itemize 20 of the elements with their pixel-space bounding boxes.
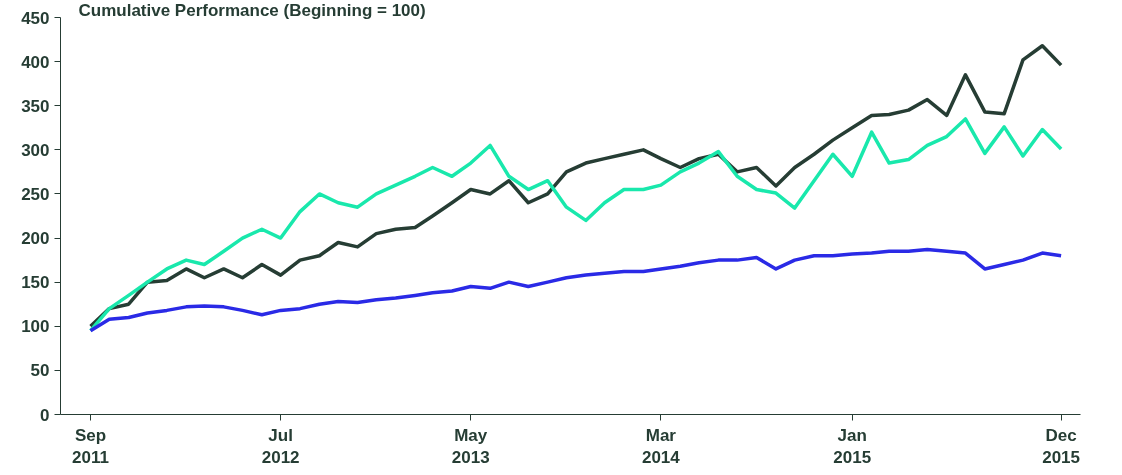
x-tick-label: Sep 2011 xyxy=(72,425,109,468)
y-tick-label: 150 xyxy=(21,273,50,293)
line-series xyxy=(88,43,1063,329)
x-tick-label: Jul 2012 xyxy=(261,425,300,468)
y-tick-label: 450 xyxy=(21,8,50,28)
y-tick-label: 400 xyxy=(21,52,50,72)
chart-title: Cumulative Performance (Beginning = 100) xyxy=(78,0,426,20)
y-tick-label: 50 xyxy=(30,361,50,381)
x-tick-label: Mar 2014 xyxy=(641,425,681,468)
y-tick-label: 350 xyxy=(21,96,50,116)
y-tick-label: 300 xyxy=(21,140,50,160)
y-tick-label: 0 xyxy=(40,405,50,425)
y-tick-label: 100 xyxy=(21,317,50,337)
line-series xyxy=(88,247,1063,333)
x-tick-label: Dec 2015 xyxy=(1042,425,1081,468)
x-tick-label: Jan 2015 xyxy=(833,425,872,468)
y-tick-label: 250 xyxy=(21,184,50,204)
line-series xyxy=(88,117,1063,333)
y-tick-label: 200 xyxy=(21,229,50,249)
x-tick-label: May 2013 xyxy=(451,425,490,468)
